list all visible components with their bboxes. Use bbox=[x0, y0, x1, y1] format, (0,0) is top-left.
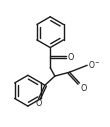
Text: O: O bbox=[67, 53, 73, 62]
Text: O: O bbox=[36, 99, 42, 108]
Text: O$^{-}$: O$^{-}$ bbox=[88, 59, 100, 70]
Text: O: O bbox=[80, 84, 87, 93]
